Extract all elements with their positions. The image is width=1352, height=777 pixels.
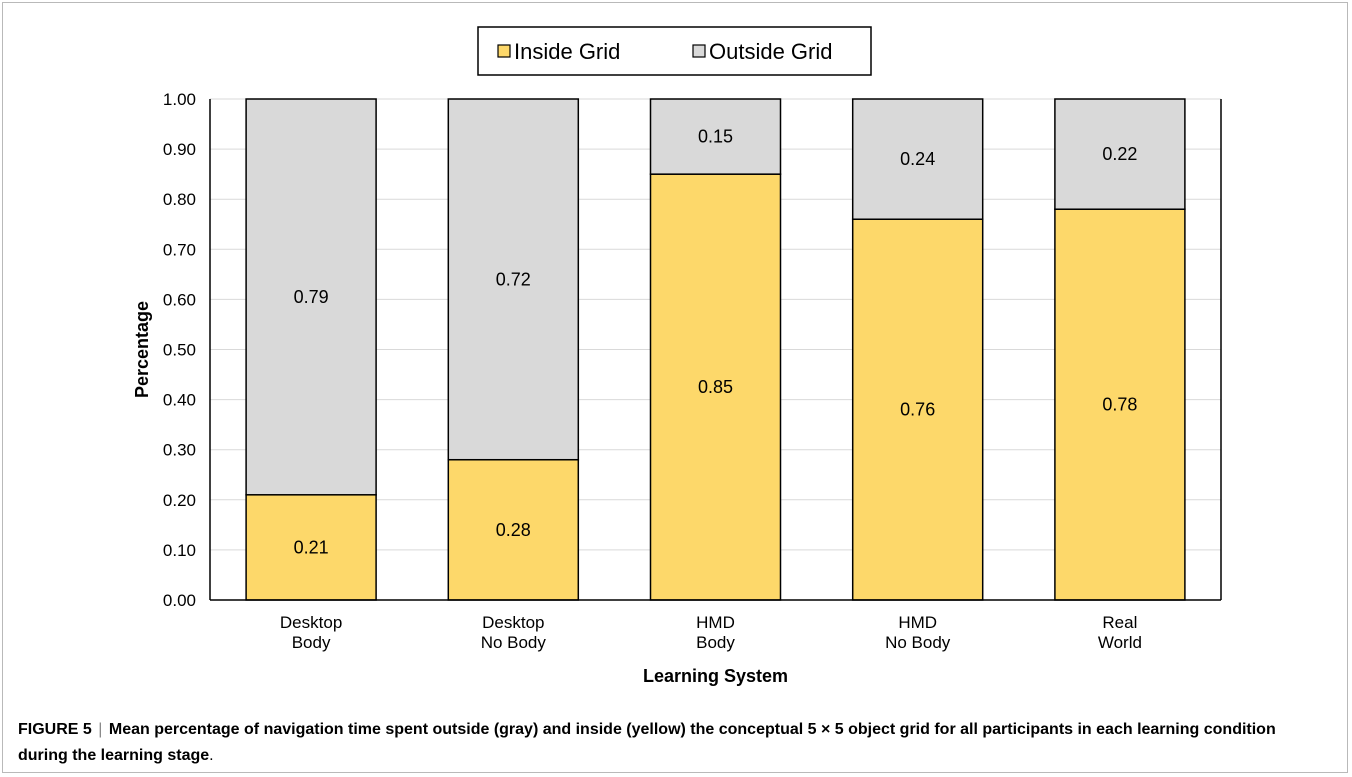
data-label: 0.72 bbox=[496, 269, 531, 289]
y-tick-label: 0.60 bbox=[163, 290, 196, 309]
data-label: 0.24 bbox=[900, 149, 935, 169]
legend-label: Inside Grid bbox=[514, 39, 620, 64]
y-tick-label: 0.90 bbox=[163, 140, 196, 159]
y-tick-label: 0.50 bbox=[163, 341, 196, 360]
y-tick-label: 0.20 bbox=[163, 491, 196, 510]
bar-outside-grid bbox=[1054, 98, 1186, 210]
x-tick-label: No Body bbox=[885, 633, 951, 652]
y-tick-label: 0.40 bbox=[163, 391, 196, 410]
legend-swatch bbox=[497, 44, 511, 58]
data-label: 0.85 bbox=[698, 377, 733, 397]
bar-outside-grid bbox=[447, 98, 580, 461]
data-label: 0.21 bbox=[294, 537, 329, 557]
x-tick-label: HMD bbox=[898, 613, 937, 632]
data-label: 0.28 bbox=[496, 520, 531, 540]
y-tick-label: 0.00 bbox=[163, 591, 196, 610]
data-label: 0.15 bbox=[698, 127, 733, 147]
bar-inside-grid bbox=[245, 494, 377, 601]
caption-end: . bbox=[209, 747, 214, 764]
x-tick-label: HMD bbox=[696, 613, 735, 632]
bar-outside-grid bbox=[649, 98, 782, 175]
legend-swatch bbox=[692, 44, 706, 58]
bar-inside-grid bbox=[649, 173, 782, 601]
bar-inside-grid bbox=[851, 218, 984, 601]
data-label: 0.76 bbox=[900, 400, 935, 420]
caption-separator: | bbox=[98, 721, 103, 738]
bar-outside-grid bbox=[851, 98, 984, 220]
figure-caption: FIGURE 5 | Mean percentage of navigation… bbox=[18, 717, 1328, 769]
bar-inside-grid bbox=[1054, 208, 1186, 601]
y-tick-label: 1.00 bbox=[163, 90, 196, 109]
y-tick-label: 0.70 bbox=[163, 240, 196, 259]
figure-label: FIGURE 5 bbox=[18, 721, 92, 738]
y-tick-label: 0.10 bbox=[163, 541, 196, 560]
caption-text: Mean percentage of navigation time spent… bbox=[18, 721, 1276, 764]
x-tick-label: Real bbox=[1102, 613, 1137, 632]
data-label: 0.22 bbox=[1102, 144, 1137, 164]
x-tick-label: Body bbox=[292, 633, 331, 652]
legend-box bbox=[477, 26, 872, 76]
y-tick-label: 0.30 bbox=[163, 441, 196, 460]
legend-label: Outside Grid bbox=[709, 39, 833, 64]
x-tick-label: Body bbox=[696, 633, 735, 652]
bar-inside-grid bbox=[447, 458, 580, 601]
stacked-bar-chart: 0.00 0.10 0.20 0.30 0.40 0.50 0.60 0.70 0.80 0.90… bbox=[132, 26, 1222, 686]
y-axis-title: Percentage bbox=[132, 301, 152, 398]
bar-outside-grid bbox=[245, 98, 377, 496]
x-tick-label: Desktop bbox=[482, 613, 544, 632]
x-axis-title: Learning System bbox=[643, 666, 788, 686]
x-tick-label: Desktop bbox=[280, 613, 342, 632]
y-tick-label: 0.80 bbox=[163, 190, 196, 209]
x-tick-label: World bbox=[1098, 633, 1142, 652]
data-label: 0.78 bbox=[1102, 395, 1137, 415]
x-tick-label: No Body bbox=[481, 633, 547, 652]
data-label: 0.79 bbox=[294, 287, 329, 307]
